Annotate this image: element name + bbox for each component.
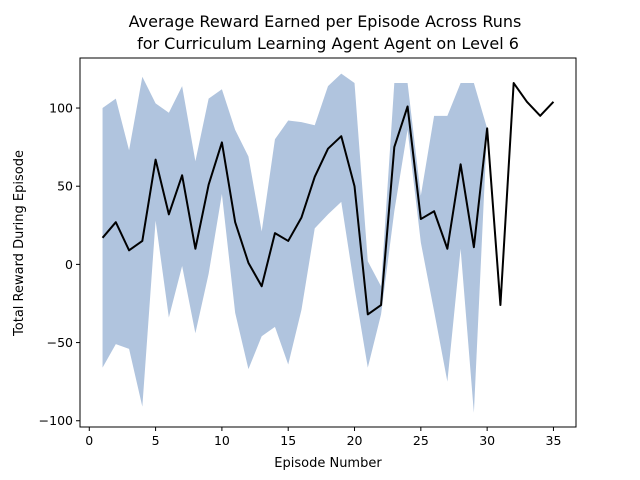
x-axis-label: Episode Number xyxy=(274,456,382,471)
x-tick-label: 15 xyxy=(280,433,296,448)
y-tick-label: 100 xyxy=(49,101,73,116)
x-tick-label: 35 xyxy=(546,433,562,448)
x-tick-label: 30 xyxy=(479,433,495,448)
x-tick-label: 5 xyxy=(152,433,160,448)
x-tick-label: 0 xyxy=(85,433,93,448)
x-tick-label: 20 xyxy=(347,433,363,448)
axes-frame xyxy=(79,57,577,428)
y-tick-label: 50 xyxy=(57,179,73,194)
chart-title-line-2: for Curriculum Learning Agent Agent on L… xyxy=(137,34,519,53)
y-axis-label: Total Reward During Episode xyxy=(12,150,27,337)
variability-band xyxy=(102,73,488,413)
axes: 0 5 10 15 20 25 30 35 −100 −50 0 50 100 xyxy=(39,57,577,448)
series-line-0 xyxy=(101,82,555,316)
x-tick-label: 25 xyxy=(413,433,429,448)
y-tick-label: −50 xyxy=(47,335,73,350)
plot-area xyxy=(101,73,555,413)
y-tick-label: −100 xyxy=(39,413,73,428)
x-tick-label: 10 xyxy=(214,433,230,448)
chart-title-line-1: Average Reward Earned per Episode Across… xyxy=(129,12,522,31)
y-tick-label: 0 xyxy=(65,257,73,272)
